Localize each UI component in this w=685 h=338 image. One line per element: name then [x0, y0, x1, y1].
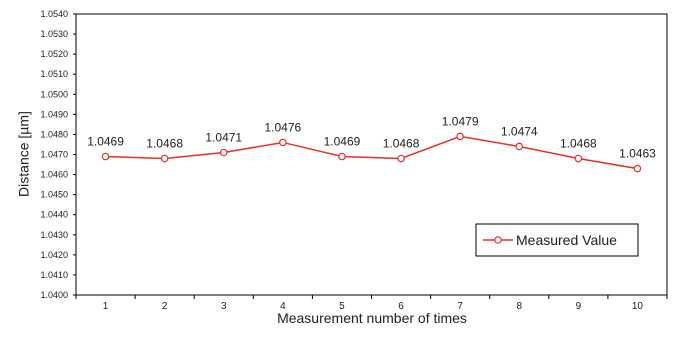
x-tick-label: 1 [103, 301, 109, 312]
x-axis-title: Measurement number of times [277, 310, 467, 326]
y-tick-label: 1.0440 [40, 210, 68, 220]
data-label: 1.0468 [560, 137, 597, 151]
legend-entry-label: Measured Value [516, 232, 617, 248]
y-tick-label: 1.0540 [40, 9, 68, 19]
y-tick-label: 1.0490 [40, 109, 68, 119]
y-tick-label: 1.0530 [40, 29, 68, 39]
data-point [279, 138, 287, 147]
y-axis-title: Distance [µm] [16, 111, 32, 197]
data-point [456, 132, 464, 141]
y-tick-label: 1.0460 [40, 170, 68, 180]
x-axis-ticks: 1 2 3 4 5 6 7 8 9 10 [75, 295, 668, 312]
data-point [397, 154, 405, 163]
series-layer [101, 132, 642, 173]
x-tick-label: 3 [221, 301, 227, 312]
y-tick-label: 1.0510 [40, 69, 68, 79]
data-label-layer: 1.0469 1.0468 1.0471 1.0476 1.0469 1.0468 1.04… [87, 114, 656, 160]
y-tick-label: 1.0420 [40, 250, 68, 260]
data-label: 1.0468 [146, 137, 183, 151]
data-point [633, 164, 642, 173]
data-point [338, 152, 346, 161]
data-label: 1.0476 [264, 120, 301, 134]
y-tick-label: 1.0450 [40, 190, 68, 200]
data-point [160, 154, 169, 163]
series-line-measured-value [105, 135, 638, 170]
data-label: 1.0468 [383, 137, 420, 151]
legend: Measured Value [475, 223, 639, 257]
data-label: 1.0469 [324, 135, 361, 149]
y-tick-label: 1.0480 [40, 129, 68, 139]
x-tick-label: 4 [280, 301, 286, 312]
y-tick-label: 1.0520 [40, 49, 68, 59]
data-label: 1.0474 [501, 124, 538, 138]
y-tick-label: 1.0430 [40, 230, 68, 240]
x-tick-label: 9 [576, 301, 582, 312]
y-tick-label: 1.0410 [40, 270, 68, 280]
y-axis-ticks: 1.0400 1.0410 1.0420 1.0430 1.0440 1.0450 1.04… [40, 9, 76, 300]
data-point [219, 148, 228, 157]
data-label: 1.0463 [619, 147, 656, 161]
x-tick-label: 2 [162, 301, 168, 312]
y-tick-label: 1.0400 [40, 290, 68, 300]
x-tick-label: 10 [632, 301, 644, 312]
x-tick-label: 5 [339, 301, 345, 312]
data-point [101, 152, 110, 161]
data-point [574, 154, 583, 163]
x-tick-label: 8 [516, 301, 522, 312]
x-tick-label: 7 [457, 301, 463, 312]
x-tick-label: 6 [398, 301, 404, 312]
data-label: 1.0469 [87, 135, 124, 149]
legend-marker-sample [494, 236, 502, 244]
y-tick-label: 1.0470 [40, 150, 68, 160]
data-point [515, 142, 524, 151]
data-label: 1.0471 [205, 130, 242, 144]
data-label: 1.0479 [442, 114, 479, 128]
y-tick-label: 1.0500 [40, 89, 68, 99]
